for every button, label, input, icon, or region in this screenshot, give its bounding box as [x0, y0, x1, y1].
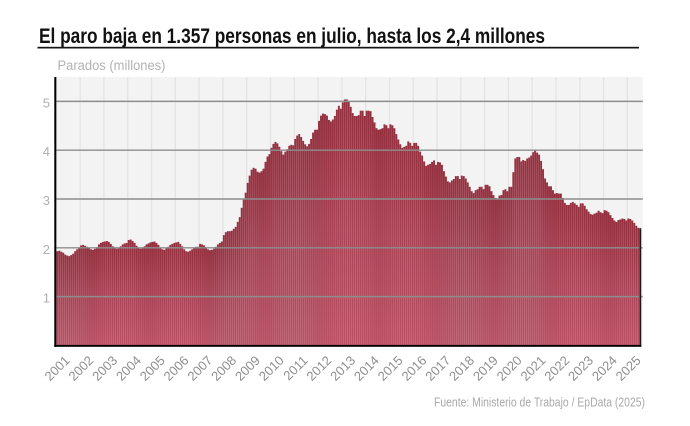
svg-text:5: 5: [43, 95, 50, 110]
svg-text:4: 4: [43, 144, 50, 159]
svg-text:1: 1: [43, 291, 50, 306]
svg-text:Parados (millones): Parados (millones): [58, 58, 166, 73]
svg-text:2: 2: [43, 242, 50, 257]
svg-text:Fuente: Ministerio de Trabajo: Fuente: Ministerio de Trabajo / EpData (…: [434, 396, 645, 410]
svg-text:3: 3: [43, 193, 50, 208]
svg-text:El paro baja en 1.357 personas: El paro baja en 1.357 personas en julio,…: [39, 25, 545, 48]
